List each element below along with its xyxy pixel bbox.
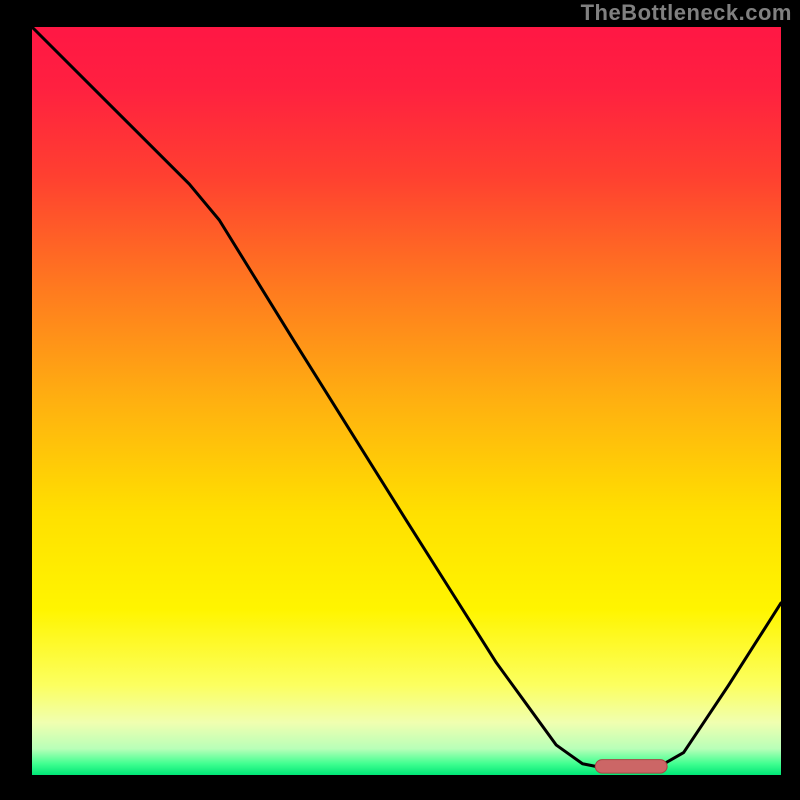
chart-container: TheBottleneck.com [0, 0, 800, 800]
chart-svg [0, 0, 800, 800]
optimal-range-marker [595, 760, 667, 773]
